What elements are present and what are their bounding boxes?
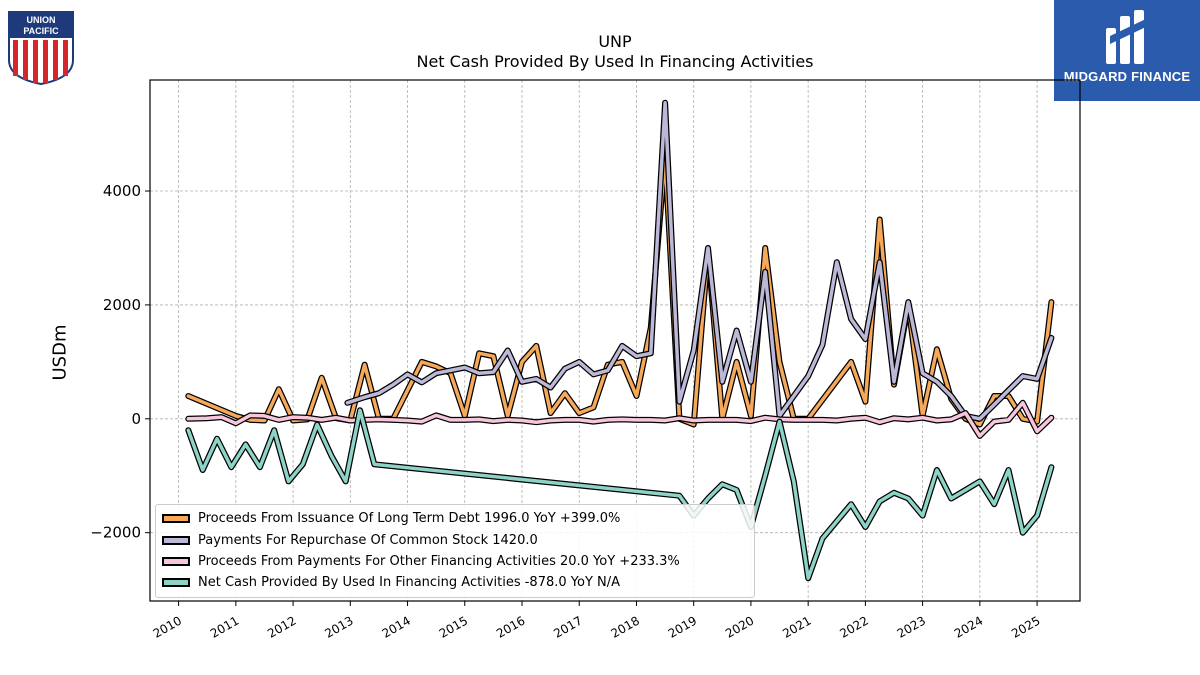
series-line (186, 155, 1054, 427)
legend-swatch (162, 577, 190, 587)
x-tick-label: 2016 (494, 613, 527, 640)
x-tick-label: 2010 (151, 613, 184, 640)
midgard-finance-logo: MIDGARD FINANCE (1054, 0, 1200, 101)
x-tick-label: 2021 (780, 613, 813, 640)
plot-frame (149, 79, 1081, 602)
legend-label: Payments For Repurchase Of Common Stock … (198, 532, 538, 548)
x-tick-label: 2012 (265, 613, 298, 640)
legend-swatch (162, 535, 190, 545)
x-tick-label: 2018 (609, 613, 642, 640)
series-line (345, 101, 1054, 421)
x-tick-label: 2013 (322, 613, 355, 640)
x-tick-label: 2020 (723, 613, 756, 640)
x-tick-label: 2024 (952, 613, 985, 640)
legend-swatch (162, 513, 190, 523)
svg-text:UNION: UNION (27, 15, 56, 25)
midgard-finance-text: MIDGARD FINANCE (1063, 69, 1191, 84)
legend-label: Proceeds From Payments For Other Financi… (198, 553, 680, 569)
series-line (186, 408, 1054, 580)
x-tick-label: 2017 (551, 613, 584, 640)
y-tick-label: 2000 (103, 296, 141, 314)
svg-text:PACIFIC: PACIFIC (23, 26, 59, 36)
chart-subtitle: Net Cash Provided By Used In Financing A… (416, 52, 814, 71)
x-tick-label: 2025 (1009, 613, 1042, 640)
y-tick-label: −2000 (90, 524, 141, 542)
x-tick-label: 2022 (837, 613, 870, 640)
y-tick-label: 0 (131, 410, 141, 428)
series-lines (185, 99, 1055, 582)
x-tick-label: 2014 (380, 613, 413, 640)
legend-swatch (162, 556, 190, 566)
x-tick-label: 2023 (895, 613, 928, 640)
x-tick-label: 2011 (208, 613, 241, 640)
union-pacific-logo: UNION PACIFIC (7, 8, 75, 86)
legend-item: Payments For Repurchase Of Common Stock … (162, 531, 538, 549)
chart-title: UNP (598, 32, 632, 51)
legend-item: Net Cash Provided By Used In Financing A… (162, 573, 620, 591)
series-line (186, 401, 1054, 438)
legend: Proceeds From Issuance Of Long Term Debt… (155, 504, 755, 598)
legend-item: Proceeds From Payments For Other Financi… (162, 552, 680, 570)
legend-item: Proceeds From Issuance Of Long Term Debt… (162, 509, 620, 527)
x-tick-label: 2015 (437, 613, 470, 640)
legend-label: Net Cash Provided By Used In Financing A… (198, 574, 621, 590)
legend-label: Proceeds From Issuance Of Long Term Debt… (198, 510, 621, 526)
x-tick-label: 2019 (666, 613, 699, 640)
y-tick-label: 4000 (103, 182, 141, 200)
